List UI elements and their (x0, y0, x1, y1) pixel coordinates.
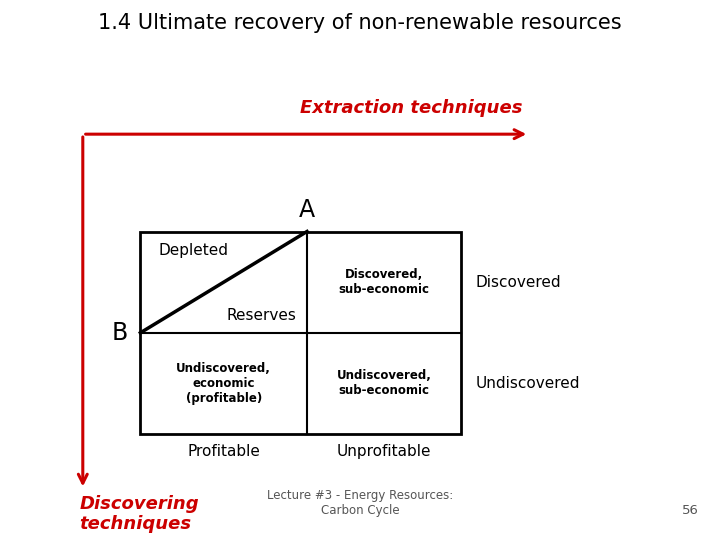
Text: Undiscovered,
economic
(profitable): Undiscovered, economic (profitable) (176, 362, 271, 405)
Text: 56: 56 (682, 504, 698, 517)
FancyArrowPatch shape (78, 137, 87, 483)
Text: Undiscovered: Undiscovered (475, 376, 580, 391)
Bar (140, 232, 461, 434)
Text: Depleted: Depleted (158, 243, 228, 258)
Text: Reserves: Reserves (226, 308, 296, 323)
Text: A: A (299, 198, 315, 222)
Text: Discovered,
sub-economic: Discovered, sub-economic (338, 268, 429, 296)
Text: Profitable: Profitable (187, 443, 260, 458)
Text: Discovering
techniques: Discovering techniques (79, 495, 199, 534)
Text: Lecture #3 - Energy Resources:
Carbon Cycle: Lecture #3 - Energy Resources: Carbon Cy… (267, 489, 453, 517)
Text: 1.4 Ultimate recovery of non-renewable resources: 1.4 Ultimate recovery of non-renewable r… (98, 13, 622, 33)
Text: Discovered: Discovered (475, 275, 561, 289)
Text: Undiscovered,
sub-economic: Undiscovered, sub-economic (336, 369, 431, 397)
FancyArrowPatch shape (86, 130, 523, 139)
Text: B: B (111, 321, 127, 345)
Text: Extraction techniques: Extraction techniques (300, 99, 522, 117)
Text: Unprofitable: Unprofitable (337, 443, 431, 458)
